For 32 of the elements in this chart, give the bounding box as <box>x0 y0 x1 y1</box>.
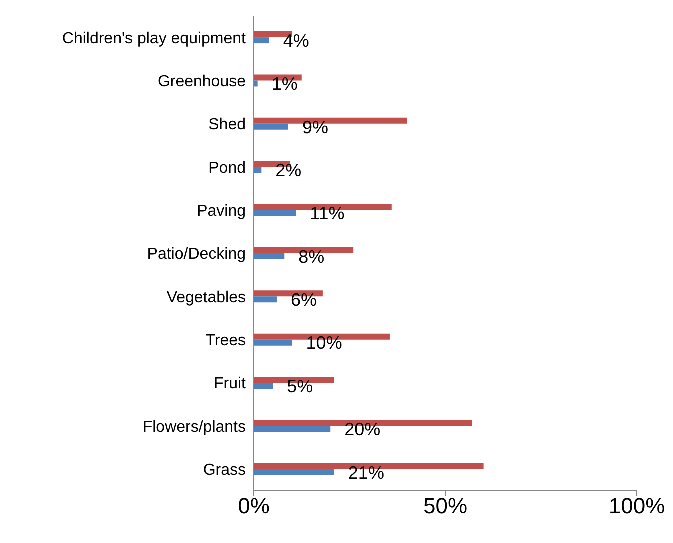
bar <box>254 340 292 346</box>
y-tick-label: Grass <box>203 462 246 480</box>
bar <box>254 80 258 87</box>
y-tick-label: Fruit <box>214 376 247 393</box>
bar <box>254 383 274 389</box>
x-tick-label: 0% <box>238 494 270 519</box>
x-tick-label: 50% <box>423 494 468 519</box>
data-label: 1% <box>272 74 298 94</box>
y-tick-label: Flowers/plants <box>142 418 246 436</box>
data-label: 2% <box>276 160 302 180</box>
y-tick-label: Shed <box>208 116 246 134</box>
y-tick-label: Trees <box>206 332 246 350</box>
bar <box>254 253 285 260</box>
data-label: 10% <box>306 333 342 354</box>
y-tick-label: Patio/Decking <box>147 246 246 264</box>
y-tick-label: Greenhouse <box>158 73 246 90</box>
data-label: 21% <box>348 462 384 483</box>
y-tick-label: Vegetables <box>166 289 246 306</box>
bar <box>254 296 277 303</box>
bar <box>254 210 296 216</box>
data-label: 9% <box>302 117 328 138</box>
x-tick-label: 100% <box>608 494 666 519</box>
bar <box>254 167 262 174</box>
y-tick-label: Pond <box>208 160 246 177</box>
bar <box>254 469 334 476</box>
bar <box>254 426 331 432</box>
y-tick-label: Paving <box>197 203 246 220</box>
data-label: 4% <box>283 30 310 51</box>
bar <box>254 124 288 130</box>
y-tick-label: Children's play equipment <box>62 30 247 48</box>
data-label: 11% <box>310 204 345 224</box>
bar <box>254 38 270 44</box>
